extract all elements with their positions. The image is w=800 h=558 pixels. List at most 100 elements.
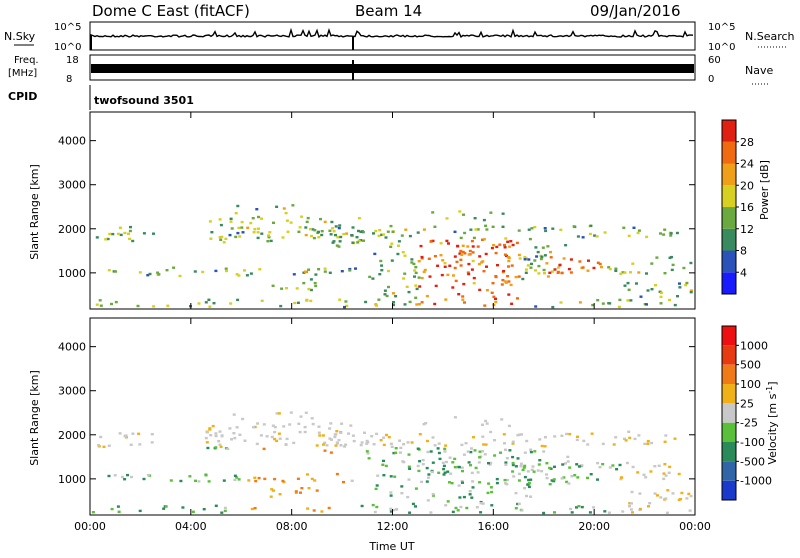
power-cell xyxy=(623,271,627,274)
velocity-cell xyxy=(273,437,277,441)
velocity-cell xyxy=(525,439,529,443)
power-colorbar: 4 8 12 16 20 24 28 xyxy=(721,119,754,295)
velocity-cell xyxy=(471,480,475,483)
power-cell xyxy=(439,242,443,245)
velocity-cell xyxy=(333,433,337,436)
power-cell xyxy=(511,243,515,247)
power-cell xyxy=(551,227,555,230)
velocity-cell xyxy=(269,495,273,498)
velocity-cell xyxy=(205,431,209,434)
power-cell xyxy=(372,232,375,235)
velocity-cell xyxy=(460,466,464,469)
power-cell xyxy=(417,276,421,279)
velocity-cell xyxy=(317,425,321,428)
velocity-cell xyxy=(433,444,437,447)
velocity-cell xyxy=(489,430,493,434)
power-cell xyxy=(364,300,368,304)
velocity-cell xyxy=(673,437,677,440)
power-cell xyxy=(128,237,132,241)
power-cell xyxy=(443,262,447,265)
velocity-cell xyxy=(407,478,411,481)
velocity-cell xyxy=(392,451,396,455)
velocity-cell xyxy=(207,480,211,483)
velocity-cell xyxy=(514,507,518,510)
velocity-cell xyxy=(219,445,223,448)
power-cell xyxy=(551,305,555,309)
velocity-cell xyxy=(540,470,544,473)
power-cell xyxy=(304,226,308,229)
velocity-cell xyxy=(442,464,446,468)
velocity-cell xyxy=(648,502,652,505)
velocity-cell xyxy=(252,426,256,429)
velocity-cell xyxy=(426,476,430,479)
velocity-cell xyxy=(592,506,596,509)
velocity-cell xyxy=(568,432,572,436)
velocity-cell xyxy=(487,462,490,465)
velocity-cell xyxy=(628,436,632,440)
power-cell xyxy=(510,264,514,267)
velocity-cell xyxy=(303,430,307,434)
power-cell xyxy=(392,301,395,304)
power-x-tick-marks xyxy=(89,112,696,309)
velocity-cell xyxy=(315,489,319,492)
velocity-cell xyxy=(387,436,391,439)
power-cell xyxy=(504,237,508,240)
velocity-cell xyxy=(233,474,237,477)
velocity-cell xyxy=(493,454,497,457)
power-cell xyxy=(419,244,423,248)
nsearch-label: N.Search xyxy=(745,30,795,43)
power-cell xyxy=(458,252,462,255)
velocity-cell xyxy=(473,449,477,452)
velocity-cell xyxy=(273,477,277,481)
velocity-cell xyxy=(270,488,274,491)
velocity-cell xyxy=(91,511,95,514)
velocity-cell xyxy=(631,511,634,514)
power-cell xyxy=(219,223,223,227)
power-cell xyxy=(650,262,654,265)
velocity-y-axis: 1000 2000 3000 4000 xyxy=(58,341,695,486)
velocity-cell xyxy=(191,510,195,513)
power-cell xyxy=(523,258,527,261)
power-cell xyxy=(209,237,213,240)
velocity-cell xyxy=(479,502,483,505)
velocity-cell xyxy=(548,483,552,486)
velocity-cell xyxy=(233,478,237,482)
power-cell xyxy=(507,293,511,296)
power-cell xyxy=(492,244,496,247)
power-cell xyxy=(306,216,310,220)
velocity-cell xyxy=(653,465,657,468)
freq-band xyxy=(91,64,694,73)
velocity-cell xyxy=(646,442,650,445)
x-axis-label: Time UT xyxy=(368,540,414,553)
power-cell xyxy=(490,246,494,250)
velocity-cell xyxy=(179,479,183,483)
power-cell xyxy=(414,284,418,287)
velocity-cell xyxy=(514,491,518,495)
colorbar-tick-label: -100 xyxy=(740,436,765,449)
power-cell xyxy=(482,270,486,273)
velocity-cell xyxy=(461,469,464,473)
velocity-cell xyxy=(624,439,628,442)
power-cell xyxy=(614,269,618,272)
velocity-cell xyxy=(226,447,230,451)
power-cell xyxy=(204,301,208,304)
power-cell xyxy=(240,226,244,229)
power-cell xyxy=(403,254,407,257)
velocity-cell xyxy=(218,430,222,433)
velocity-cell xyxy=(330,438,333,441)
power-cell xyxy=(515,241,519,245)
velocity-cell xyxy=(517,472,521,476)
power-cell xyxy=(669,234,673,237)
velocity-cell xyxy=(347,432,351,435)
power-cell xyxy=(314,273,318,276)
velocity-cell xyxy=(568,466,572,469)
power-cell xyxy=(608,267,612,271)
velocity-cell xyxy=(548,466,552,470)
velocity-cell xyxy=(285,437,289,441)
velocity-ylabel: Slant Range [km] xyxy=(28,370,41,466)
colorbar-segment xyxy=(722,364,736,384)
velocity-cell xyxy=(601,442,605,446)
power-cell xyxy=(469,228,473,231)
velocity-cell xyxy=(580,464,584,467)
power-cell xyxy=(632,226,636,229)
